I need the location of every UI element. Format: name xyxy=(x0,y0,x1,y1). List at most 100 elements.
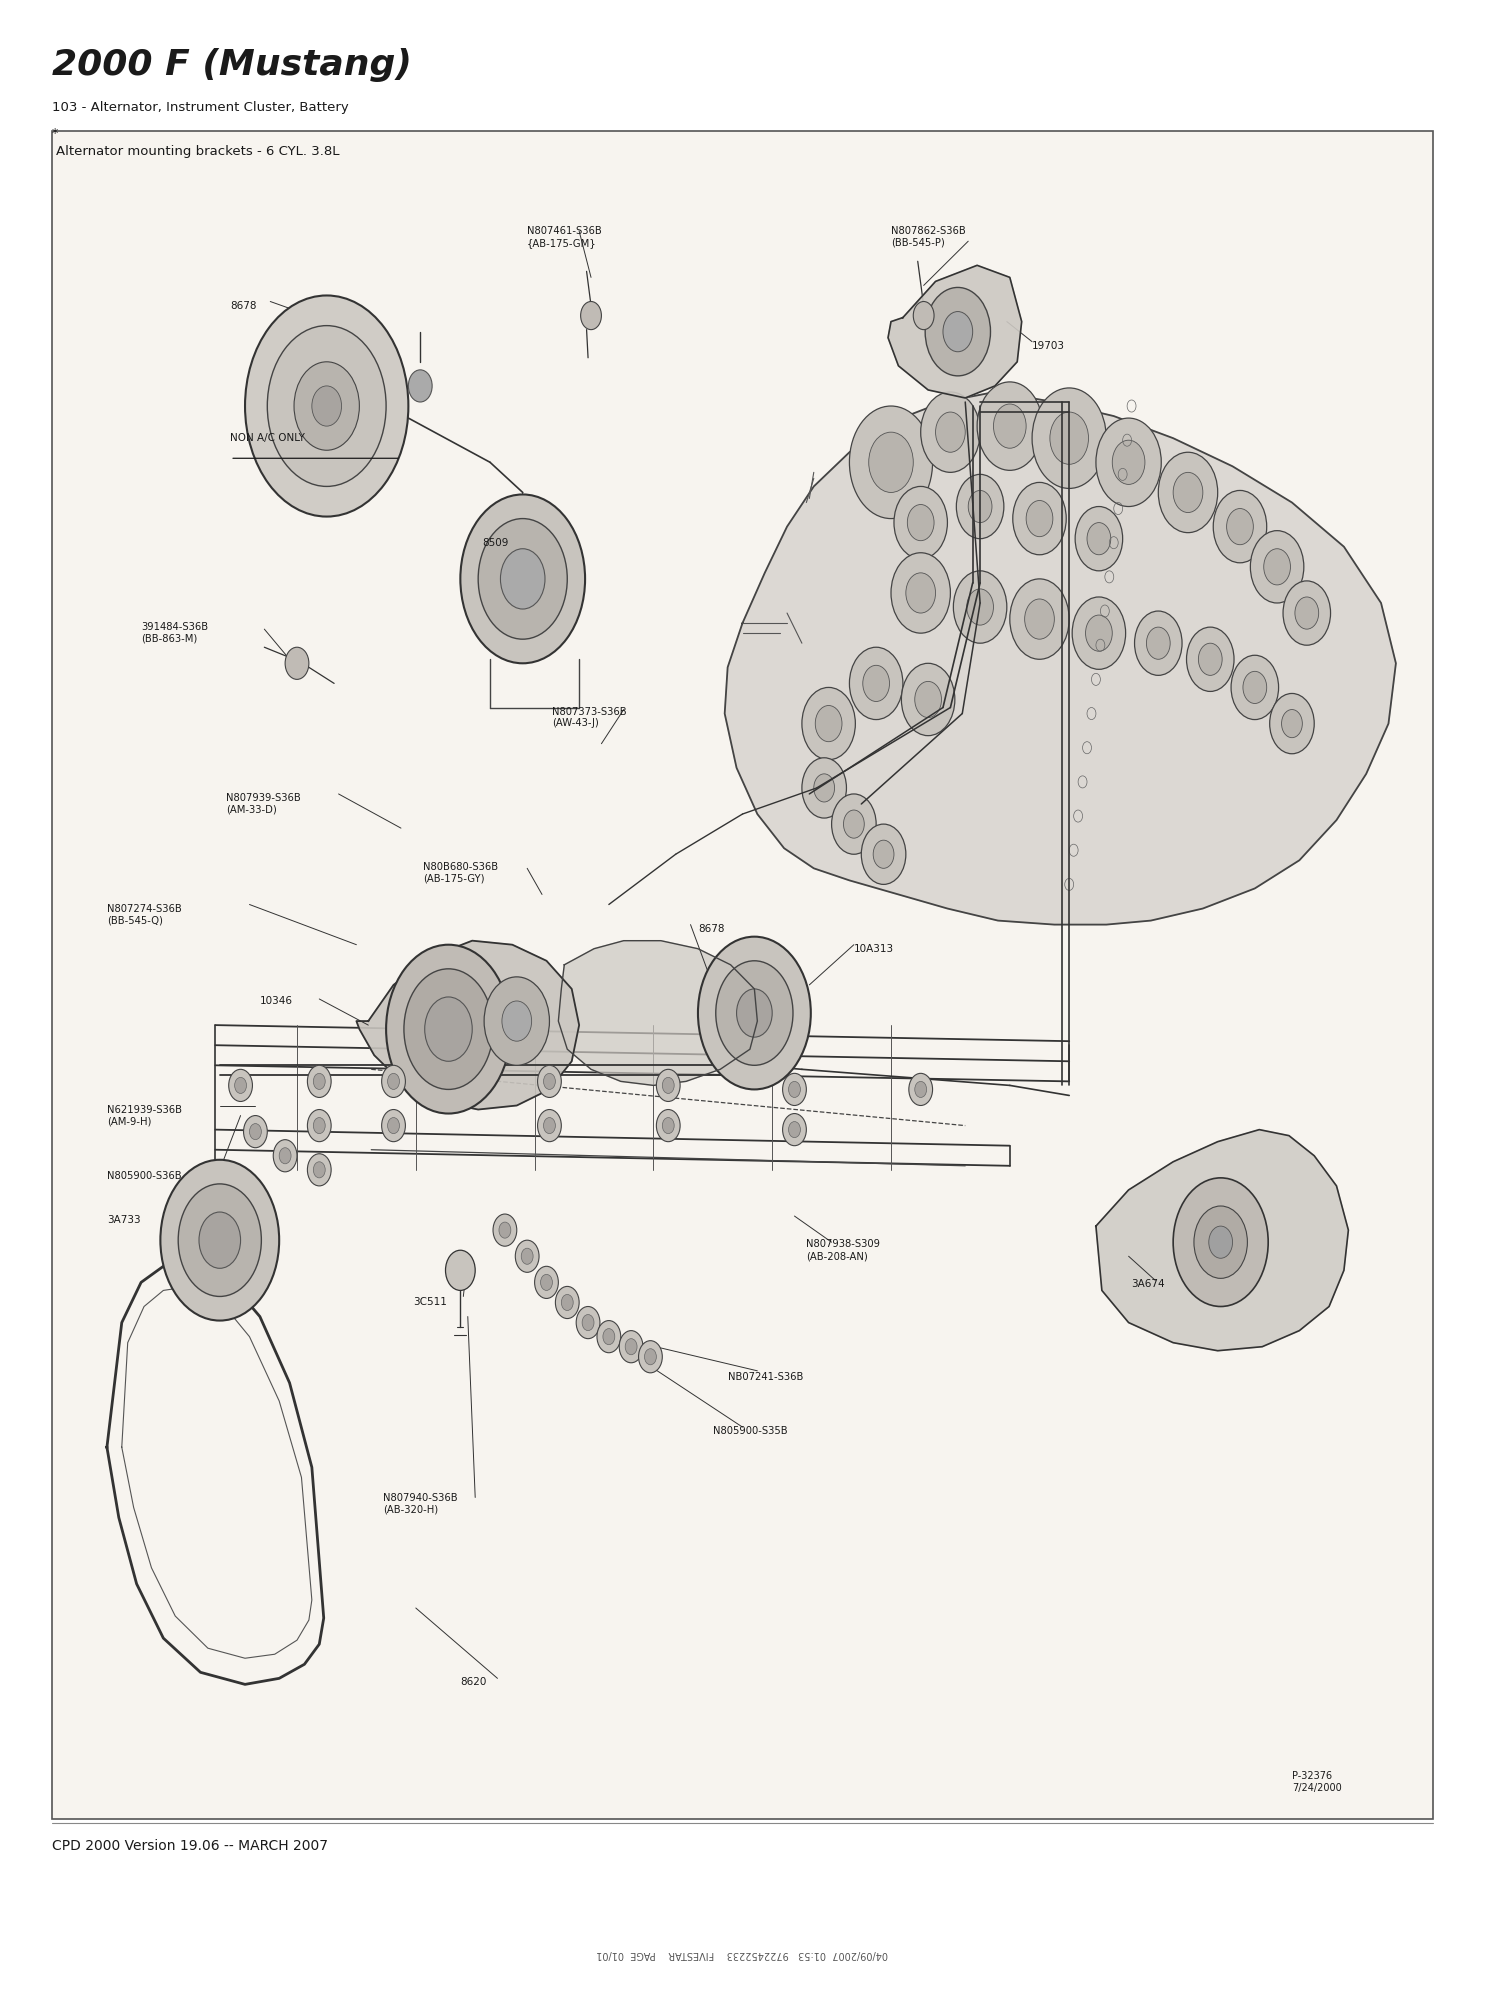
Text: 19703: 19703 xyxy=(1032,342,1065,350)
Circle shape xyxy=(814,774,835,802)
Circle shape xyxy=(386,945,511,1114)
Circle shape xyxy=(815,706,842,742)
Text: 3C511: 3C511 xyxy=(413,1298,447,1306)
Circle shape xyxy=(956,474,1004,539)
Text: 391484-S36B
(BB-863-M): 391484-S36B (BB-863-M) xyxy=(141,623,208,643)
Circle shape xyxy=(581,302,601,330)
Circle shape xyxy=(656,1069,680,1101)
Circle shape xyxy=(863,665,890,701)
Circle shape xyxy=(249,1124,261,1140)
Circle shape xyxy=(235,1077,247,1093)
Circle shape xyxy=(541,1274,552,1290)
Circle shape xyxy=(1243,671,1267,704)
Circle shape xyxy=(544,1118,555,1134)
Circle shape xyxy=(915,681,941,718)
Circle shape xyxy=(789,1122,800,1138)
Circle shape xyxy=(1173,472,1203,513)
Polygon shape xyxy=(888,265,1022,398)
Circle shape xyxy=(521,1248,533,1264)
Circle shape xyxy=(538,1110,561,1142)
Circle shape xyxy=(861,824,906,884)
Circle shape xyxy=(538,1065,561,1097)
FancyBboxPatch shape xyxy=(52,131,1433,1819)
Circle shape xyxy=(943,312,973,352)
Circle shape xyxy=(1112,440,1145,484)
Circle shape xyxy=(625,1339,637,1355)
Circle shape xyxy=(1231,655,1279,720)
Circle shape xyxy=(312,386,342,426)
Circle shape xyxy=(1087,523,1111,555)
Circle shape xyxy=(619,1331,643,1363)
Circle shape xyxy=(849,647,903,720)
Circle shape xyxy=(502,1001,532,1041)
Text: N807274-S36B
(BB-545-Q): N807274-S36B (BB-545-Q) xyxy=(107,904,181,925)
Circle shape xyxy=(535,1266,558,1298)
Circle shape xyxy=(307,1065,331,1097)
Circle shape xyxy=(789,1081,800,1097)
Circle shape xyxy=(1010,579,1069,659)
Circle shape xyxy=(849,406,933,519)
Circle shape xyxy=(425,997,472,1061)
Circle shape xyxy=(307,1110,331,1142)
Text: 10346: 10346 xyxy=(260,997,293,1005)
Circle shape xyxy=(832,794,876,854)
Circle shape xyxy=(382,1065,405,1097)
Text: 8620: 8620 xyxy=(460,1678,487,1686)
Polygon shape xyxy=(725,392,1396,925)
Circle shape xyxy=(404,969,493,1089)
Circle shape xyxy=(698,937,811,1089)
Circle shape xyxy=(493,1214,517,1246)
Circle shape xyxy=(285,647,309,679)
Circle shape xyxy=(446,1250,475,1290)
Text: N621939-S36B
(AM-9-H): N621939-S36B (AM-9-H) xyxy=(107,1106,183,1126)
Circle shape xyxy=(1026,500,1053,537)
Circle shape xyxy=(891,553,950,633)
Text: 2000 F (Mustang): 2000 F (Mustang) xyxy=(52,48,411,82)
Circle shape xyxy=(544,1073,555,1089)
Text: NB07241-S36B: NB07241-S36B xyxy=(728,1373,803,1381)
Circle shape xyxy=(1194,1206,1247,1278)
Circle shape xyxy=(1050,412,1089,464)
Text: N807938-S309
(AB-208-AN): N807938-S309 (AB-208-AN) xyxy=(806,1240,881,1260)
Circle shape xyxy=(382,1110,405,1142)
Circle shape xyxy=(313,1073,325,1089)
Circle shape xyxy=(555,1286,579,1319)
Text: 3A733: 3A733 xyxy=(107,1216,141,1224)
Circle shape xyxy=(313,1162,325,1178)
Text: 8678: 8678 xyxy=(698,925,725,933)
Circle shape xyxy=(1198,643,1222,675)
Text: NON A/C ONLY: NON A/C ONLY xyxy=(230,434,304,442)
Circle shape xyxy=(160,1160,279,1321)
Circle shape xyxy=(901,663,955,736)
Circle shape xyxy=(267,326,386,486)
Circle shape xyxy=(500,549,545,609)
Text: CPD 2000 Version 19.06 -- MARCH 2007: CPD 2000 Version 19.06 -- MARCH 2007 xyxy=(52,1839,328,1853)
Text: N80B680-S36B
(AB-175-GY): N80B680-S36B (AB-175-GY) xyxy=(423,862,499,882)
Circle shape xyxy=(783,1073,806,1106)
Circle shape xyxy=(716,961,793,1065)
Circle shape xyxy=(1173,1178,1268,1306)
Circle shape xyxy=(1072,597,1126,669)
Circle shape xyxy=(925,287,990,376)
Text: 10A313: 10A313 xyxy=(854,945,894,953)
Circle shape xyxy=(921,392,980,472)
Text: N807862-S36B
(BB-545-P): N807862-S36B (BB-545-P) xyxy=(891,227,965,247)
Circle shape xyxy=(1187,627,1234,691)
Text: *: * xyxy=(52,127,58,139)
Circle shape xyxy=(199,1212,241,1268)
Circle shape xyxy=(279,1148,291,1164)
Circle shape xyxy=(408,370,432,402)
Polygon shape xyxy=(558,941,757,1085)
Text: 3A674: 3A674 xyxy=(1132,1280,1166,1288)
Circle shape xyxy=(1032,388,1106,488)
Text: P-32376
7/24/2000: P-32376 7/24/2000 xyxy=(1292,1771,1342,1793)
Circle shape xyxy=(603,1329,615,1345)
Circle shape xyxy=(582,1315,594,1331)
Circle shape xyxy=(869,432,913,492)
Circle shape xyxy=(1282,710,1302,738)
Text: 103 - Alternator, Instrument Cluster, Battery: 103 - Alternator, Instrument Cluster, Ba… xyxy=(52,100,349,113)
Circle shape xyxy=(1227,509,1253,545)
Circle shape xyxy=(843,810,864,838)
Circle shape xyxy=(1270,693,1314,754)
Circle shape xyxy=(245,295,408,517)
